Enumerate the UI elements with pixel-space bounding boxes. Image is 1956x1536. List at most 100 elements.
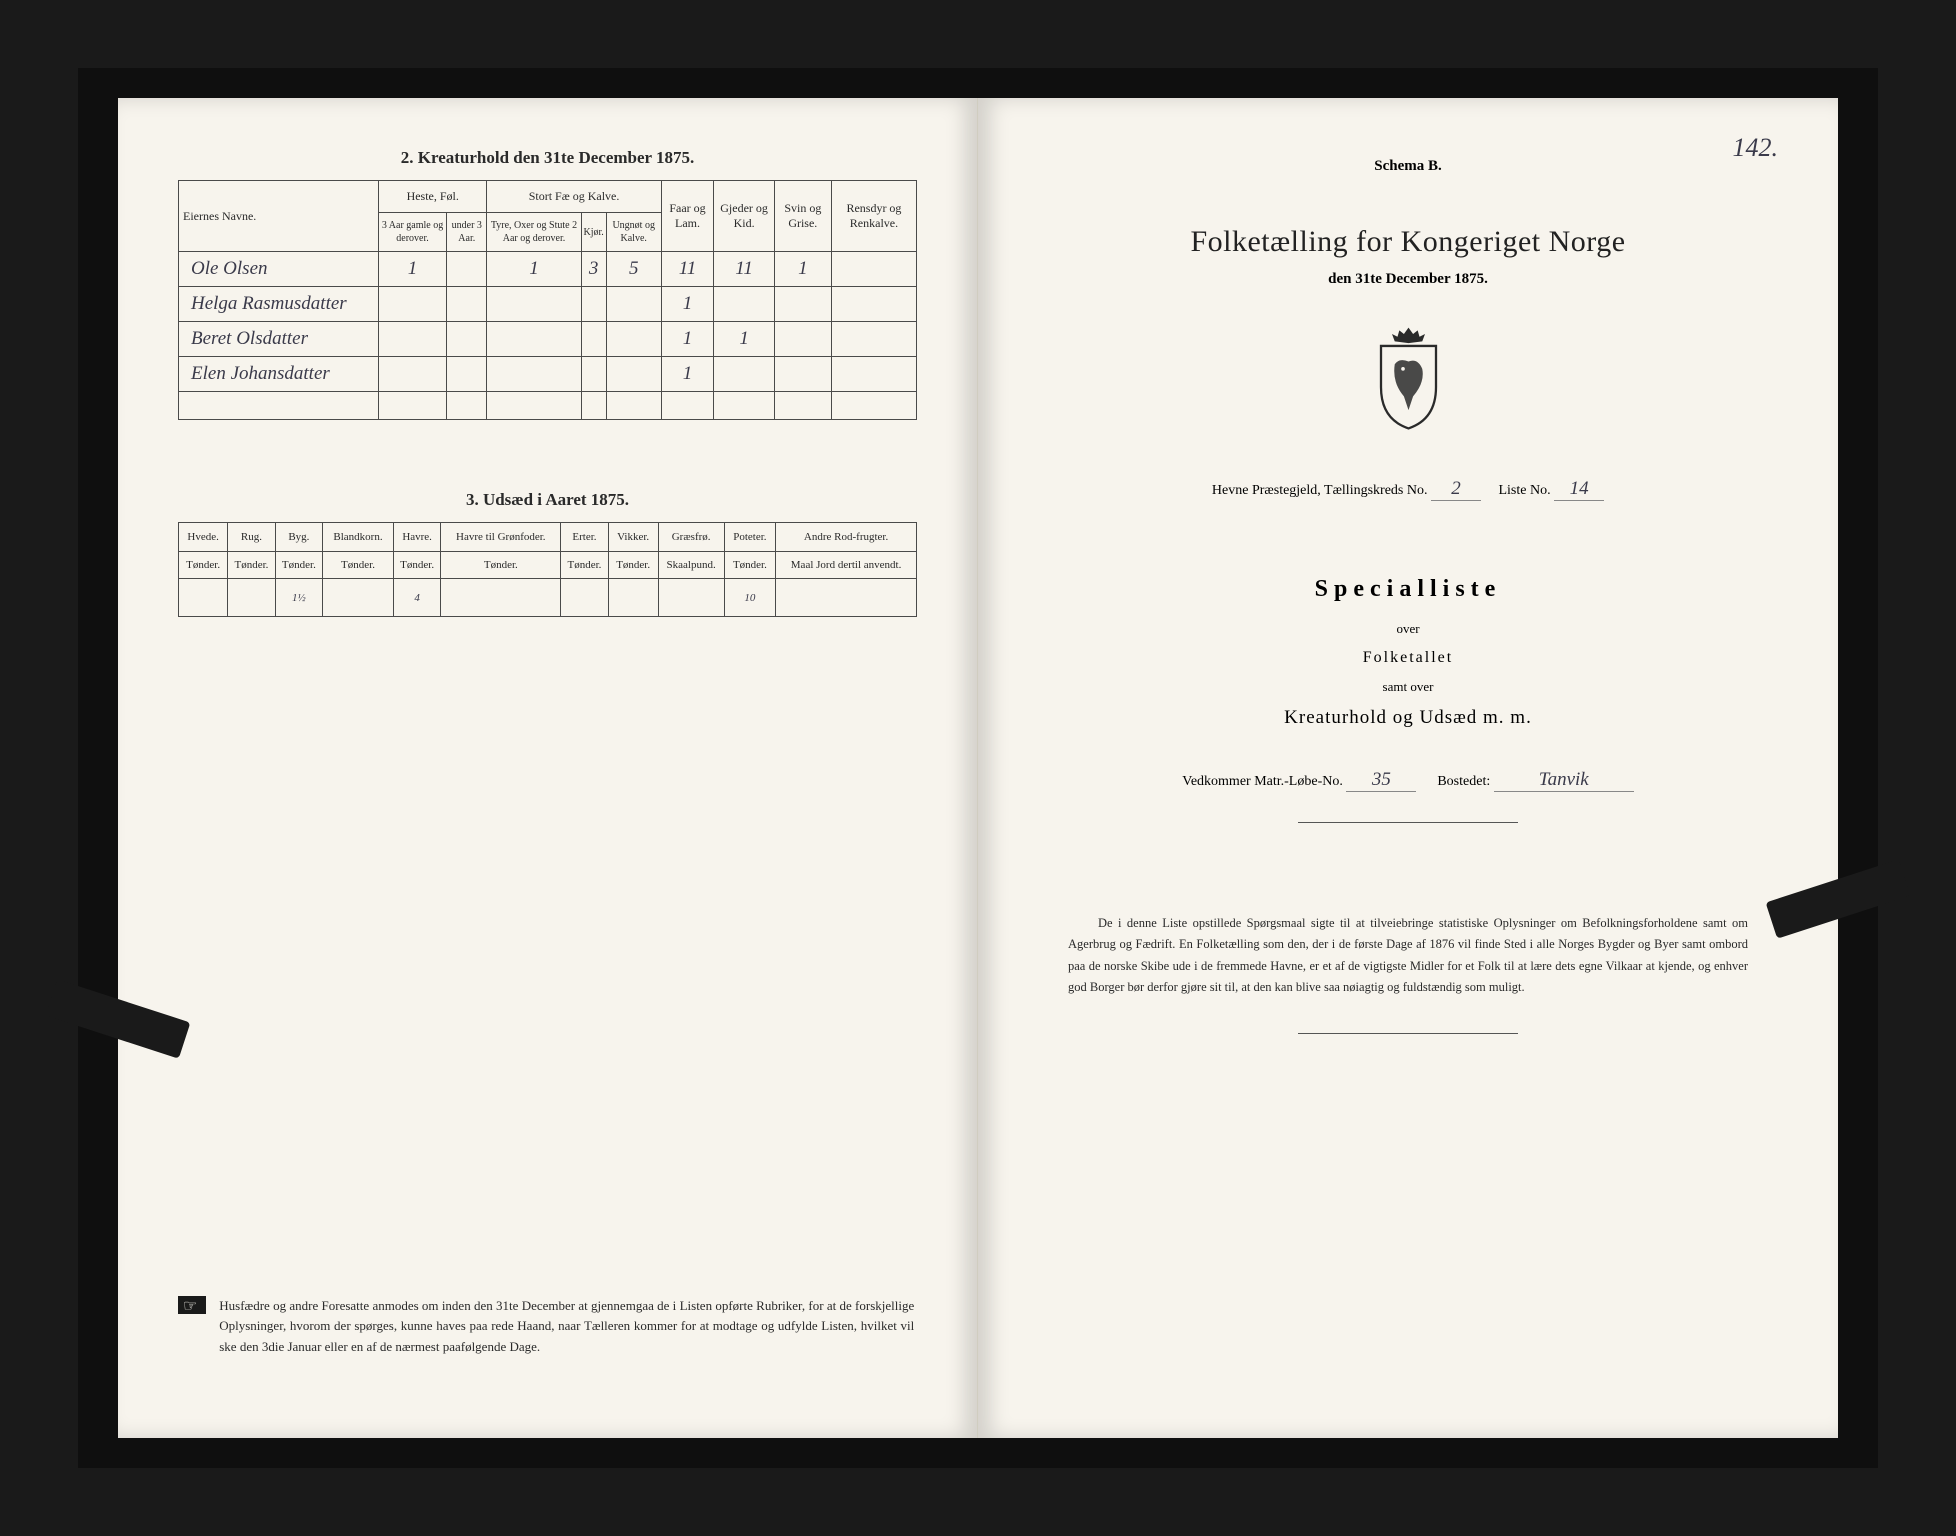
cell-value	[379, 357, 447, 392]
cell-value	[581, 392, 606, 420]
cell-value	[714, 287, 774, 322]
cell-value	[831, 392, 916, 420]
section3-title: 3. Udsæd i Aaret 1875.	[178, 490, 917, 510]
cell-value: 1	[379, 252, 447, 287]
table-row: 1½410	[179, 579, 917, 617]
cell-value	[379, 287, 447, 322]
cell-value	[714, 392, 774, 420]
cell-value	[447, 322, 487, 357]
cell-value	[658, 579, 724, 617]
col-unit: Tønder.	[275, 552, 322, 579]
matr-label: Vedkommer Matr.-Løbe-No.	[1182, 774, 1343, 789]
cell-value: 5	[606, 252, 661, 287]
section2-title: 2. Kreaturhold den 31te December 1875.	[178, 148, 917, 168]
owner-name: Helga Rasmusdatter	[179, 287, 379, 322]
cell-value	[441, 579, 561, 617]
col-unit: Tønder.	[323, 552, 394, 579]
cell-value: 1	[661, 322, 714, 357]
table-row: Elen Johansdatter1	[179, 357, 917, 392]
cell-value: 4	[393, 579, 440, 617]
cell-value	[379, 392, 447, 420]
cell-value	[379, 322, 447, 357]
cell-value	[608, 579, 658, 617]
cell-value: 11	[661, 252, 714, 287]
cell-value	[228, 579, 275, 617]
col-faar: Faar og Lam.	[661, 181, 714, 252]
kreds-no: 2	[1431, 478, 1481, 501]
over-label: over	[1038, 621, 1778, 637]
parish-line: Hevne Præstegjeld, Tællingskreds No. 2 L…	[1038, 478, 1778, 501]
cell-value	[774, 357, 831, 392]
cell-value	[447, 392, 487, 420]
cell-value	[714, 357, 774, 392]
pointing-hand-icon	[178, 1296, 206, 1314]
col-header: Erter.	[561, 523, 608, 552]
cell-value	[774, 322, 831, 357]
col-names: Eiernes Navne.	[179, 181, 379, 252]
col-unit: Tønder.	[228, 552, 275, 579]
cell-value: 1	[774, 252, 831, 287]
book-spread: 2. Kreaturhold den 31te December 1875. E…	[78, 68, 1878, 1468]
cell-value	[831, 357, 916, 392]
cell-value	[774, 287, 831, 322]
folketallet-label: Folketallet	[1038, 649, 1778, 667]
col-unit: Tønder.	[179, 552, 228, 579]
col-s1: Tyre, Oxer og Stute 2 Aar og derover.	[487, 213, 581, 252]
table-row: Eiernes Navne. Heste, Føl. Stort Fæ og K…	[179, 181, 917, 213]
cell-value	[776, 579, 917, 617]
cell-value: 1	[487, 252, 581, 287]
cell-value	[774, 392, 831, 420]
cell-value	[323, 579, 394, 617]
col-header: Hvede.	[179, 523, 228, 552]
cell-value	[581, 357, 606, 392]
parish-name: Hevne	[1212, 483, 1249, 498]
cell-value: 11	[714, 252, 774, 287]
left-footnote: Husfædre og andre Foresatte anmodes om i…	[178, 1296, 917, 1358]
kreaturhold-table: Eiernes Navne. Heste, Føl. Stort Fæ og K…	[178, 180, 917, 420]
owner-name: Beret Olsdatter	[179, 322, 379, 357]
cell-value: 1½	[275, 579, 322, 617]
right-footnote: De i denne Liste opstillede Spørgsmaal s…	[1038, 913, 1778, 998]
schema-label: Schema B.	[1038, 158, 1778, 175]
samt-over-label: samt over	[1038, 679, 1778, 695]
table-row: Ole Olsen113511111	[179, 252, 917, 287]
col-unit: Tønder.	[441, 552, 561, 579]
owner-name: Ole Olsen	[179, 252, 379, 287]
table-row: Hvede.Rug.Byg.Blandkorn.Havre.Havre til …	[179, 523, 917, 552]
cell-value	[581, 287, 606, 322]
col-header: Græsfrø.	[658, 523, 724, 552]
col-unit: Tønder.	[561, 552, 608, 579]
census-subtitle: den 31te December 1875.	[1038, 271, 1778, 288]
cell-value	[487, 287, 581, 322]
cell-value: 1	[714, 322, 774, 357]
col-header: Andre Rod-frugter.	[776, 523, 917, 552]
cell-value	[487, 322, 581, 357]
col-heste: Heste, Føl.	[379, 181, 487, 213]
col-header: Blandkorn.	[323, 523, 394, 552]
cell-value	[581, 322, 606, 357]
cell-value: 1	[661, 357, 714, 392]
col-header: Poteter.	[724, 523, 776, 552]
cell-value	[447, 252, 487, 287]
col-unit: Tønder.	[608, 552, 658, 579]
col-unit: Tønder.	[724, 552, 776, 579]
table-row: Helga Rasmusdatter1	[179, 287, 917, 322]
right-page: 142. Schema B. Folketælling for Kongerig…	[978, 98, 1838, 1438]
divider	[1298, 1033, 1518, 1034]
col-gjeder: Gjeder og Kid.	[714, 181, 774, 252]
col-h1: 3 Aar gamle og derover.	[379, 213, 447, 252]
liste-no: 14	[1554, 478, 1604, 501]
col-svin: Svin og Grise.	[774, 181, 831, 252]
col-header: Rug.	[228, 523, 275, 552]
col-unit: Skaalpund.	[658, 552, 724, 579]
footnote-text: Husfædre og andre Foresatte anmodes om i…	[219, 1296, 914, 1358]
cell-value	[447, 287, 487, 322]
col-header: Havre til Grønfoder.	[441, 523, 561, 552]
cell-value	[831, 252, 916, 287]
bosted-value: Tanvik	[1494, 769, 1634, 792]
table-row	[179, 392, 917, 420]
cell-value	[179, 579, 228, 617]
matr-no: 35	[1346, 769, 1416, 792]
census-title: Folketælling for Kongeriget Norge	[1038, 225, 1778, 259]
cell-value	[487, 392, 581, 420]
